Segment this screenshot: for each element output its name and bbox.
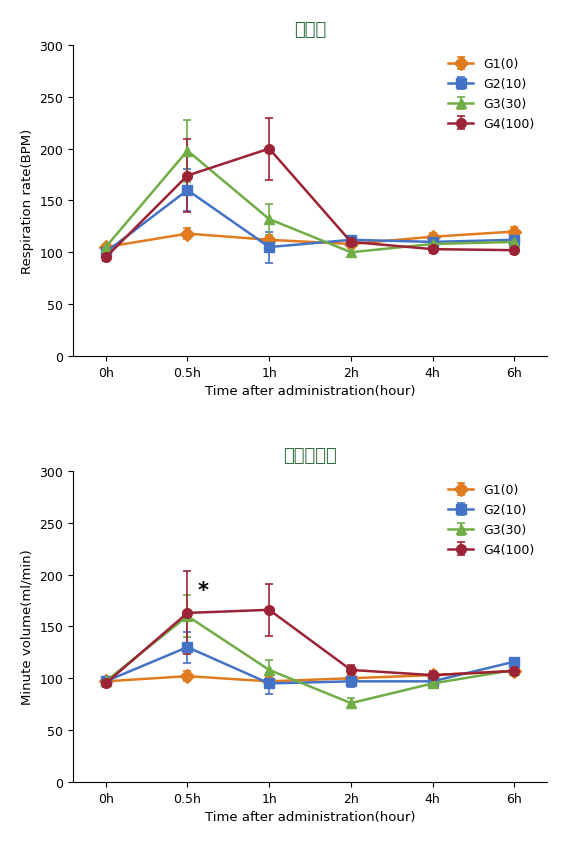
Title: 호흡수: 호흡수 (294, 21, 326, 39)
Legend: G1(0), G2(10), G3(30), G4(100): G1(0), G2(10), G3(30), G4(100) (442, 52, 541, 138)
Y-axis label: Minute volume(ml/min): Minute volume(ml/min) (21, 549, 34, 705)
Text: *: * (197, 581, 208, 601)
Y-axis label: Respiration rate(BPM): Respiration rate(BPM) (21, 128, 34, 273)
Title: 분당호흡량: 분당호흡량 (283, 446, 337, 464)
X-axis label: Time after administration(hour): Time after administration(hour) (205, 810, 415, 823)
Legend: G1(0), G2(10), G3(30), G4(100): G1(0), G2(10), G3(30), G4(100) (442, 478, 541, 563)
X-axis label: Time after administration(hour): Time after administration(hour) (205, 385, 415, 398)
